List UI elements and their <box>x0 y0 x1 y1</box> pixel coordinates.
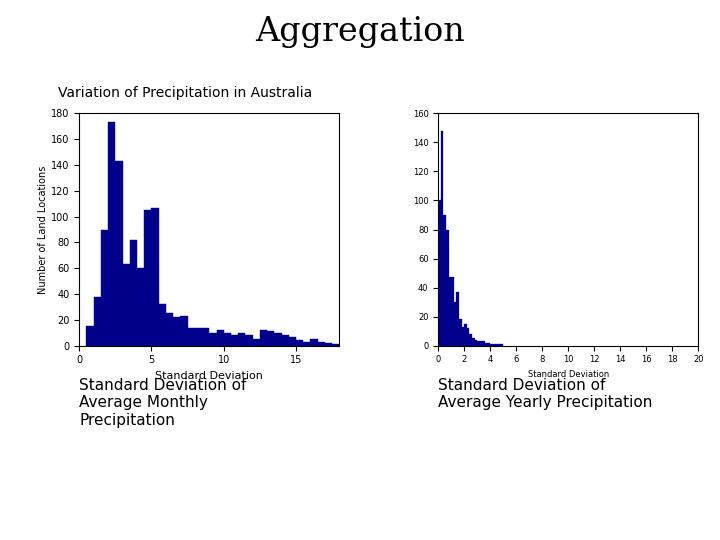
Bar <box>253 339 260 346</box>
Bar <box>495 344 498 346</box>
Bar <box>441 131 444 346</box>
Bar <box>130 240 137 346</box>
Bar <box>459 320 462 346</box>
Bar <box>485 343 487 346</box>
Bar <box>210 333 217 346</box>
Bar <box>332 345 339 346</box>
Text: Aggregation: Aggregation <box>255 16 465 48</box>
Bar <box>444 215 446 346</box>
X-axis label: Standard Deviation: Standard Deviation <box>528 370 609 379</box>
Bar <box>166 313 173 346</box>
Bar <box>217 330 224 346</box>
Bar <box>238 333 246 346</box>
Bar <box>498 344 500 346</box>
X-axis label: Standard Deviation: Standard Deviation <box>156 371 264 381</box>
Bar <box>144 210 151 346</box>
Bar <box>477 341 480 346</box>
Bar <box>438 200 441 346</box>
Bar <box>469 334 472 346</box>
Bar <box>224 333 231 346</box>
Bar <box>472 339 474 346</box>
Bar <box>474 340 477 346</box>
Bar <box>456 292 459 346</box>
Bar <box>490 344 493 346</box>
Bar <box>202 328 210 346</box>
Bar <box>158 305 166 346</box>
Bar <box>303 342 310 346</box>
Text: Standard Deviation of
Average Monthly
Precipitation: Standard Deviation of Average Monthly Pr… <box>79 378 246 428</box>
Bar <box>101 230 108 346</box>
Bar <box>480 341 482 346</box>
Bar <box>454 302 456 346</box>
Bar <box>195 328 202 346</box>
Bar <box>108 123 115 346</box>
Bar <box>267 332 274 346</box>
Bar <box>296 340 303 346</box>
Bar <box>493 344 495 346</box>
Bar <box>310 339 318 346</box>
Bar <box>282 335 289 346</box>
Y-axis label: Number of Land Locations: Number of Land Locations <box>38 165 48 294</box>
Bar <box>500 344 503 346</box>
Bar <box>446 230 449 346</box>
Bar <box>274 333 282 346</box>
Bar <box>86 326 94 346</box>
Bar <box>137 268 144 346</box>
Bar <box>188 328 195 346</box>
Bar <box>449 278 451 346</box>
Bar <box>115 161 122 346</box>
Bar <box>482 341 485 346</box>
Bar <box>181 316 188 346</box>
Bar <box>467 328 469 346</box>
Bar <box>464 324 467 346</box>
Bar <box>246 335 253 346</box>
Bar <box>122 264 130 346</box>
Bar <box>318 342 325 346</box>
Text: Standard Deviation of
Average Yearly Precipitation: Standard Deviation of Average Yearly Pre… <box>438 378 652 410</box>
Bar <box>151 207 158 346</box>
Bar <box>260 330 267 346</box>
Bar <box>462 327 464 346</box>
Bar <box>173 317 181 346</box>
Text: Variation of Precipitation in Australia: Variation of Precipitation in Australia <box>58 86 312 100</box>
Bar <box>487 343 490 346</box>
Bar <box>231 335 238 346</box>
Bar <box>325 343 332 346</box>
Bar <box>451 278 454 346</box>
Bar <box>94 296 101 346</box>
Bar <box>289 336 296 346</box>
